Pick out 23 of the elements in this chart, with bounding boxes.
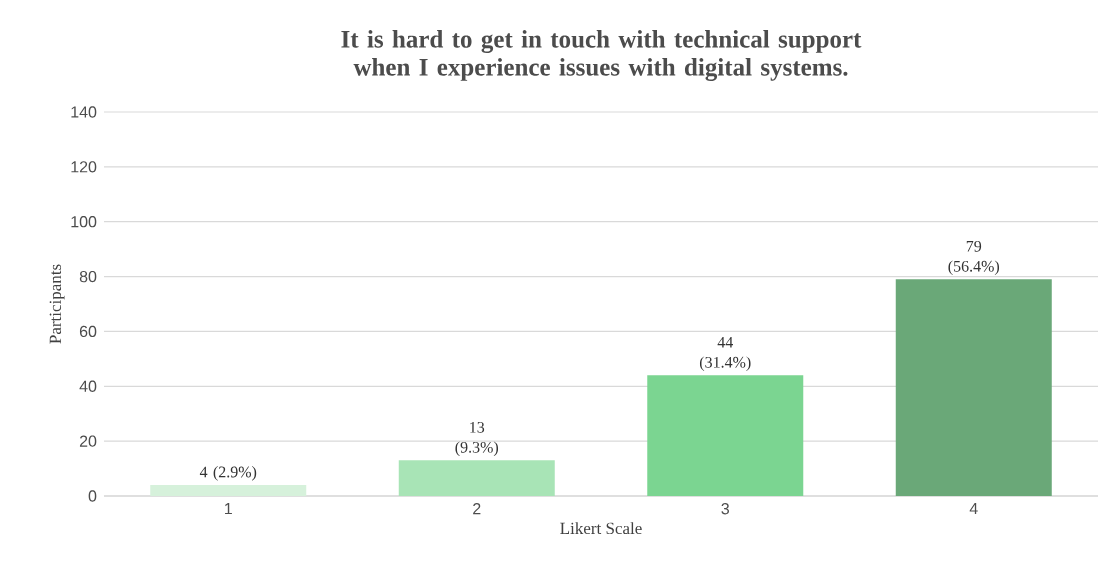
- x-axis-title: Likert Scale: [560, 522, 642, 535]
- y-axis-title: Participants: [49, 264, 65, 344]
- data-label: 44 (31.4%): [699, 336, 751, 371]
- y-tick-label: 40: [79, 380, 97, 392]
- x-tick-label: 2: [473, 503, 481, 515]
- y-tick-label: 0: [88, 490, 97, 502]
- bar: [895, 279, 1052, 496]
- y-tick-label: 100: [71, 216, 97, 228]
- y-tick-label: 20: [79, 435, 97, 447]
- bar: [647, 375, 804, 496]
- data-label: 13 (9.3%): [455, 421, 499, 456]
- y-tick-label: 80: [79, 270, 97, 283]
- bar: [398, 460, 555, 496]
- y-tick-label: 140: [71, 106, 97, 118]
- data-label: 79 (56.4%): [948, 240, 1000, 275]
- data-label: 4 (2.9%): [199, 466, 257, 481]
- y-tick-label: 120: [71, 161, 97, 173]
- x-tick-label: 1: [225, 503, 232, 515]
- chart-title: It is hard to get in touch with technical support when I experience issues with digital systems.: [341, 30, 862, 81]
- x-tick-label: 3: [721, 503, 729, 515]
- y-tick-label: 60: [79, 325, 97, 338]
- x-tick-label: 4: [969, 503, 978, 515]
- bar: [150, 485, 307, 496]
